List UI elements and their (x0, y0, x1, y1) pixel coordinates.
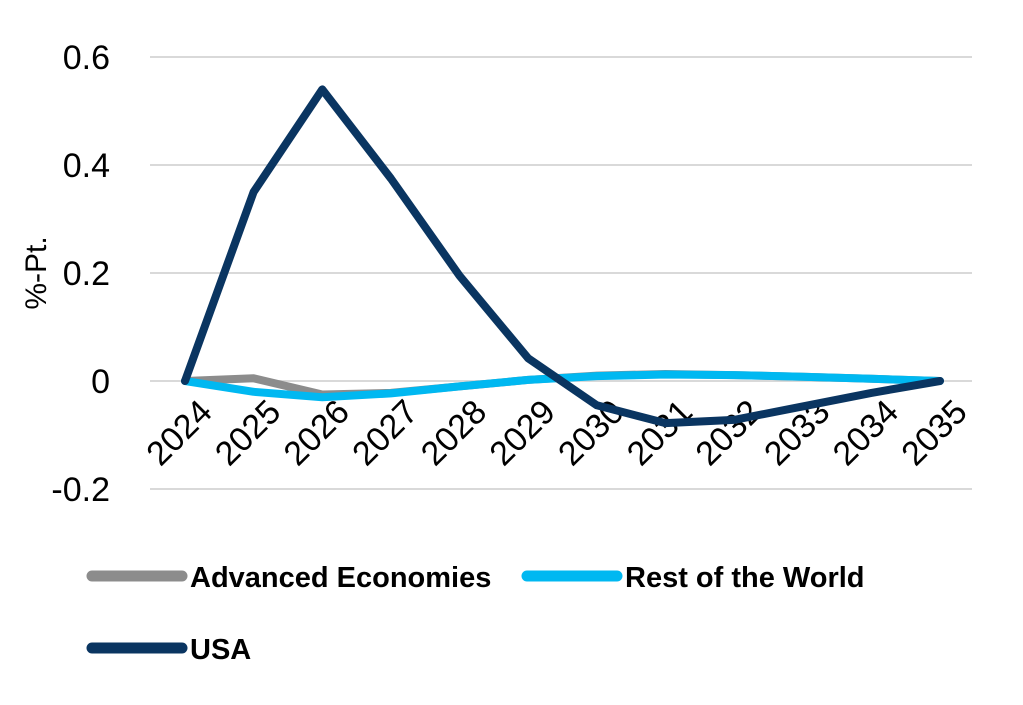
legend-item-advanced-economies[interactable]: Advanced Economies (86, 562, 491, 594)
y-tick-label: 0 (91, 363, 110, 401)
x-tick-label: 2024 (139, 393, 219, 473)
series-line-usa (181, 85, 944, 428)
legend-label-advanced-economies: Advanced Economies (190, 562, 491, 594)
legend: Advanced Economies Rest of the World USA (86, 562, 865, 666)
legend-label-rest-of-the-world: Rest of the World (625, 562, 865, 594)
legend-label-usa: USA (190, 634, 251, 666)
y-tick-label: 0.4 (63, 147, 110, 185)
x-tick-label: 2028 (414, 393, 494, 473)
x-tick-label: 2026 (277, 393, 357, 473)
x-tick-label: 2031 (620, 393, 700, 473)
x-tick-label: 2035 (894, 393, 974, 473)
y-axis-label: %-Pt. (20, 236, 53, 309)
y-axis-ticks: -0.2 0 0.2 0.4 0.6 (51, 39, 110, 509)
x-axis-ticks: 2024202520262027202820292030203120322033… (139, 393, 974, 473)
x-tick-label: 2032 (688, 393, 768, 473)
y-tick-label: 0.2 (63, 255, 110, 293)
y-tick-label: -0.2 (51, 471, 110, 509)
y-tick-label: 0.6 (63, 39, 110, 77)
x-tick-label: 2029 (482, 393, 562, 473)
x-tick-label: 2034 (826, 393, 906, 473)
series-lines (181, 85, 944, 428)
legend-item-usa[interactable]: USA (86, 634, 251, 666)
x-tick-label: 2025 (208, 393, 288, 473)
legend-item-rest-of-the-world[interactable]: Rest of the World (521, 562, 865, 594)
x-tick-label: 2027 (345, 393, 425, 473)
